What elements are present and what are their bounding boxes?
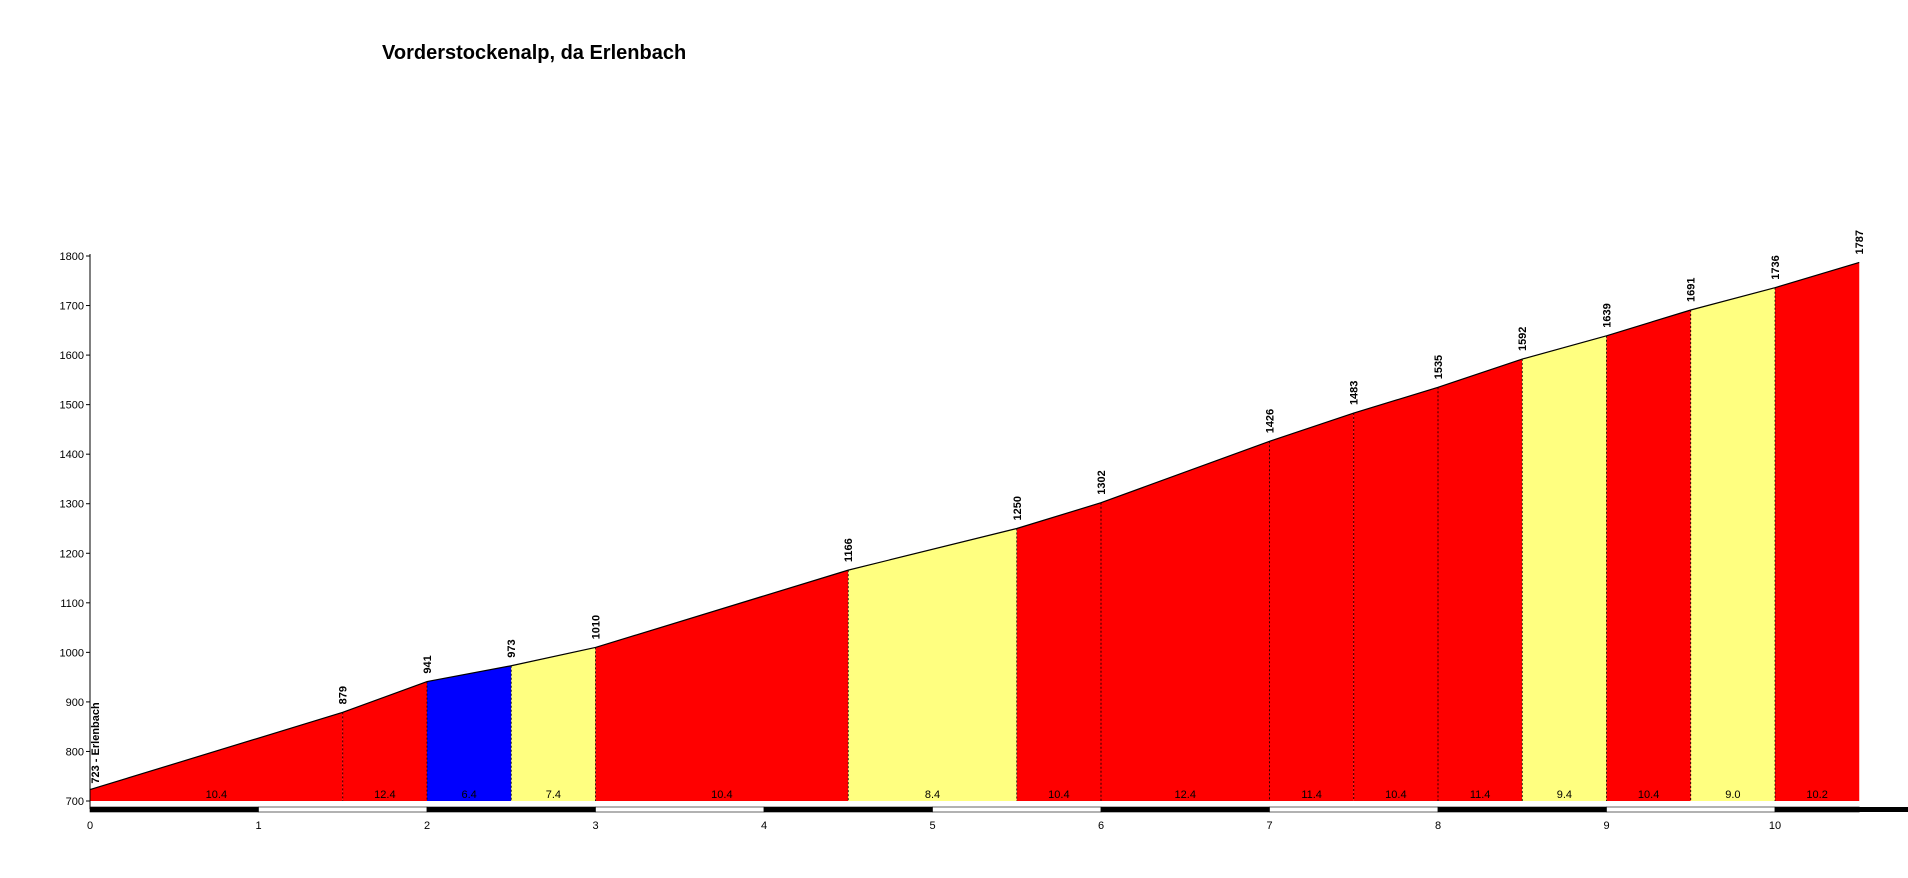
- elevation-label-9: 1483: [1349, 381, 1361, 405]
- km-bar-0: [89, 806, 259, 813]
- x-tick-label-3: 3: [592, 820, 598, 832]
- y-tick-label-1300: 1300: [60, 499, 84, 511]
- x-tick-label-10: 10: [1769, 820, 1781, 832]
- gradient-label-10: 11.4: [1470, 789, 1491, 801]
- segment-area-12: [1606, 310, 1691, 801]
- gradient-label-9: 10.4: [1385, 789, 1406, 801]
- y-tick-label-1500: 1500: [60, 400, 84, 412]
- y-tick-label-1200: 1200: [60, 548, 84, 560]
- gradient-label-12: 10.4: [1638, 789, 1659, 801]
- gradient-label-6: 10.4: [1048, 789, 1069, 801]
- y-tick-label-1000: 1000: [60, 647, 84, 659]
- elevation-label-7: 1302: [1096, 470, 1108, 494]
- gradient-label-0: 10.4: [206, 789, 227, 801]
- segment-area-11: [1522, 335, 1607, 801]
- elevation-label-2: 941: [422, 655, 434, 673]
- x-tick-label-4: 4: [761, 820, 767, 832]
- y-tick-label-700: 700: [66, 796, 84, 808]
- elevation-label-14: 1736: [1770, 255, 1782, 279]
- gradient-label-14: 10.2: [1806, 789, 1827, 801]
- y-tick-label-1600: 1600: [60, 350, 84, 362]
- elevation-label-8: 1426: [1265, 409, 1277, 433]
- x-tick-label-5: 5: [929, 820, 935, 832]
- segment-area-8: [1269, 413, 1354, 801]
- segment-area-5: [848, 528, 1017, 801]
- profile-line: [89, 261, 1860, 791]
- km-bar-9: [1606, 806, 1776, 813]
- segment-area-6: [1016, 502, 1101, 801]
- x-tick-label-2: 2: [424, 820, 430, 832]
- segment-area-1: [342, 681, 427, 801]
- km-bar-5: [932, 806, 1102, 813]
- elevation-label-13: 1691: [1686, 278, 1698, 302]
- gradient-label-3: 7.4: [546, 789, 561, 801]
- elevation-label-11: 1592: [1517, 327, 1529, 351]
- segment-area-3: [511, 647, 596, 801]
- segment-area-2: [427, 665, 512, 801]
- km-bar-8: [1437, 806, 1607, 813]
- elevation-label-10: 1535: [1433, 355, 1445, 379]
- x-tick-label-7: 7: [1266, 820, 1272, 832]
- gradient-label-1: 12.4: [374, 789, 395, 801]
- y-tick-label-1800: 1800: [60, 251, 84, 263]
- y-tick-label-1400: 1400: [60, 449, 84, 461]
- gradient-label-2: 6.4: [461, 789, 476, 801]
- x-tick-label-1: 1: [255, 820, 261, 832]
- gradient-label-5: 8.4: [925, 789, 940, 801]
- km-bar-1: [258, 806, 428, 813]
- y-tick-label-900: 900: [66, 697, 84, 709]
- elevation-label-6: 1250: [1012, 496, 1024, 520]
- chart-title: Vorderstockenalp, da Erlenbach: [382, 42, 687, 64]
- gradient-label-13: 9.0: [1725, 789, 1740, 801]
- elevation-label-1: 879: [338, 686, 350, 704]
- segment-area-4: [595, 570, 849, 801]
- segment-area-9: [1353, 387, 1438, 801]
- gradient-label-8: 11.4: [1301, 789, 1322, 801]
- km-bar-2: [426, 806, 596, 813]
- elevation-label-5: 1166: [843, 538, 855, 562]
- km-bar-4: [763, 806, 933, 813]
- elevation-label-12: 1639: [1602, 303, 1614, 327]
- segment-area-14: [1775, 262, 1860, 801]
- y-tick-label-1100: 1100: [60, 598, 84, 610]
- y-tick-label-800: 800: [66, 746, 84, 758]
- segment-area-10: [1438, 359, 1523, 801]
- x-tick-label-8: 8: [1435, 820, 1441, 832]
- km-bar-6: [1100, 806, 1270, 813]
- elevation-label-3: 973: [506, 639, 518, 657]
- km-bar-3: [595, 806, 765, 813]
- x-tick-label-9: 9: [1603, 820, 1609, 832]
- x-tick-label-0: 0: [87, 820, 93, 832]
- segment-area-0: [90, 712, 343, 801]
- gradient-label-11: 9.4: [1557, 789, 1572, 801]
- x-tick-label-6: 6: [1098, 820, 1104, 832]
- km-bar-10: [1774, 806, 1860, 813]
- start-elevation-label: 723 - Erlenbach: [90, 702, 102, 784]
- elevation-label-4: 1010: [591, 615, 603, 639]
- elevation-label-15: 1787: [1854, 230, 1866, 254]
- segment-area-7: [1101, 441, 1270, 801]
- y-tick-label-1700: 1700: [60, 301, 84, 313]
- gradient-label-7: 12.4: [1175, 789, 1196, 801]
- segment-area-13: [1690, 287, 1775, 801]
- km-bar-7: [1269, 806, 1439, 813]
- gradient-label-4: 10.4: [711, 789, 732, 801]
